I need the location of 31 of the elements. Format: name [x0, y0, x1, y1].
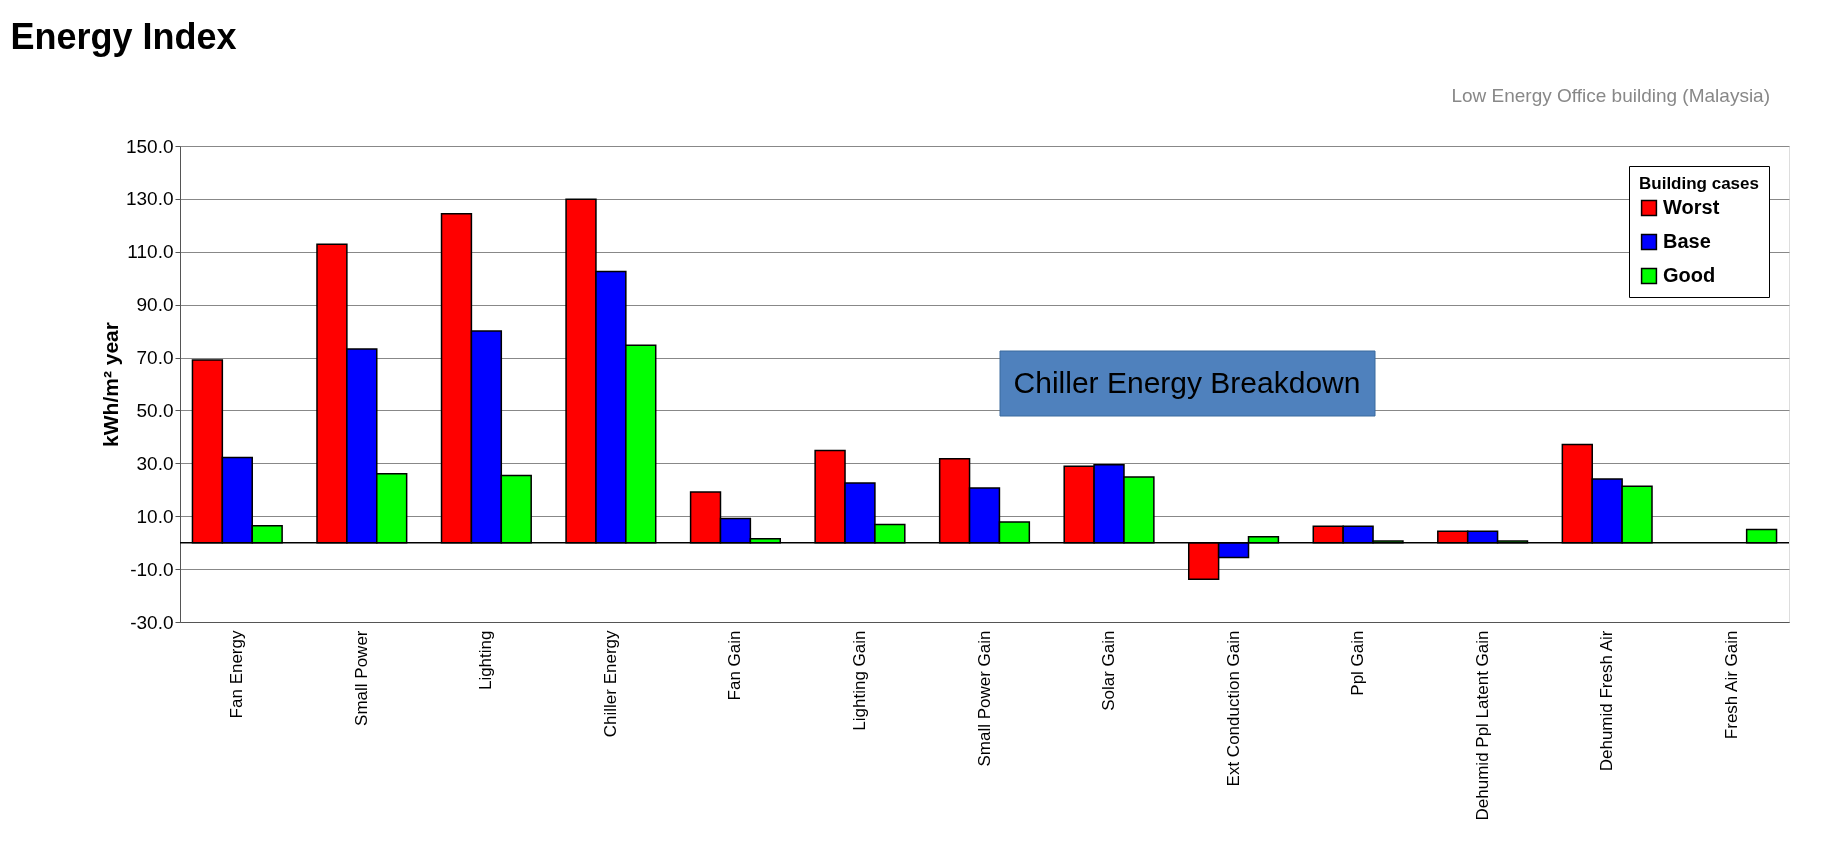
y-tick-label: 90.0	[136, 294, 174, 316]
legend-label: Good	[1663, 264, 1716, 286]
y-tick-label: 70.0	[136, 347, 174, 369]
legend-label: Base	[1663, 230, 1711, 252]
x-tick-label: Dehumid Fresh Air	[1597, 630, 1617, 772]
y-tick-label: 110.0	[127, 241, 174, 263]
x-tick-label: Fan Energy	[227, 630, 247, 719]
y-tick-label: 150.0	[125, 135, 174, 157]
x-tick-label: Small Power Gain	[974, 630, 994, 767]
y-tick-label: 130.0	[125, 188, 174, 210]
y-tick-label: 50.0	[136, 399, 174, 421]
y-tick-label: -10.0	[130, 558, 174, 580]
x-tick-label: Solar Gain	[1099, 630, 1119, 711]
x-tick-label: Fresh Air Gain	[1721, 630, 1741, 740]
x-tick-label: Lighting	[476, 630, 496, 691]
x-tick-label: Fan Gain	[725, 630, 745, 701]
x-tick-label: Chiller Energy	[600, 630, 620, 738]
y-tick-label: 10.0	[136, 505, 174, 527]
y-axis-title: kWh/m² year	[98, 322, 122, 447]
text: Low Energy Office building (Malaysia)	[1451, 85, 1770, 106]
chart-title: Energy Index	[10, 16, 237, 57]
x-tick-label: Ext Conduction Gain	[1223, 630, 1243, 787]
y-tick-label: -30.0	[130, 611, 174, 633]
x-tick-label: Lighting Gain	[849, 630, 869, 731]
x-tick-label: Ppl Gain	[1348, 630, 1368, 696]
x-tick-label: Dehumid Ppl Latent Gain	[1472, 630, 1492, 821]
x-tick-label: Small Power	[351, 630, 371, 726]
legend-label: Worst	[1663, 196, 1720, 218]
annotation: Chiller Energy Breakdown	[1013, 366, 1361, 399]
y-tick-label: 30.0	[136, 452, 174, 474]
legend-title: Building cases	[1639, 174, 1759, 193]
